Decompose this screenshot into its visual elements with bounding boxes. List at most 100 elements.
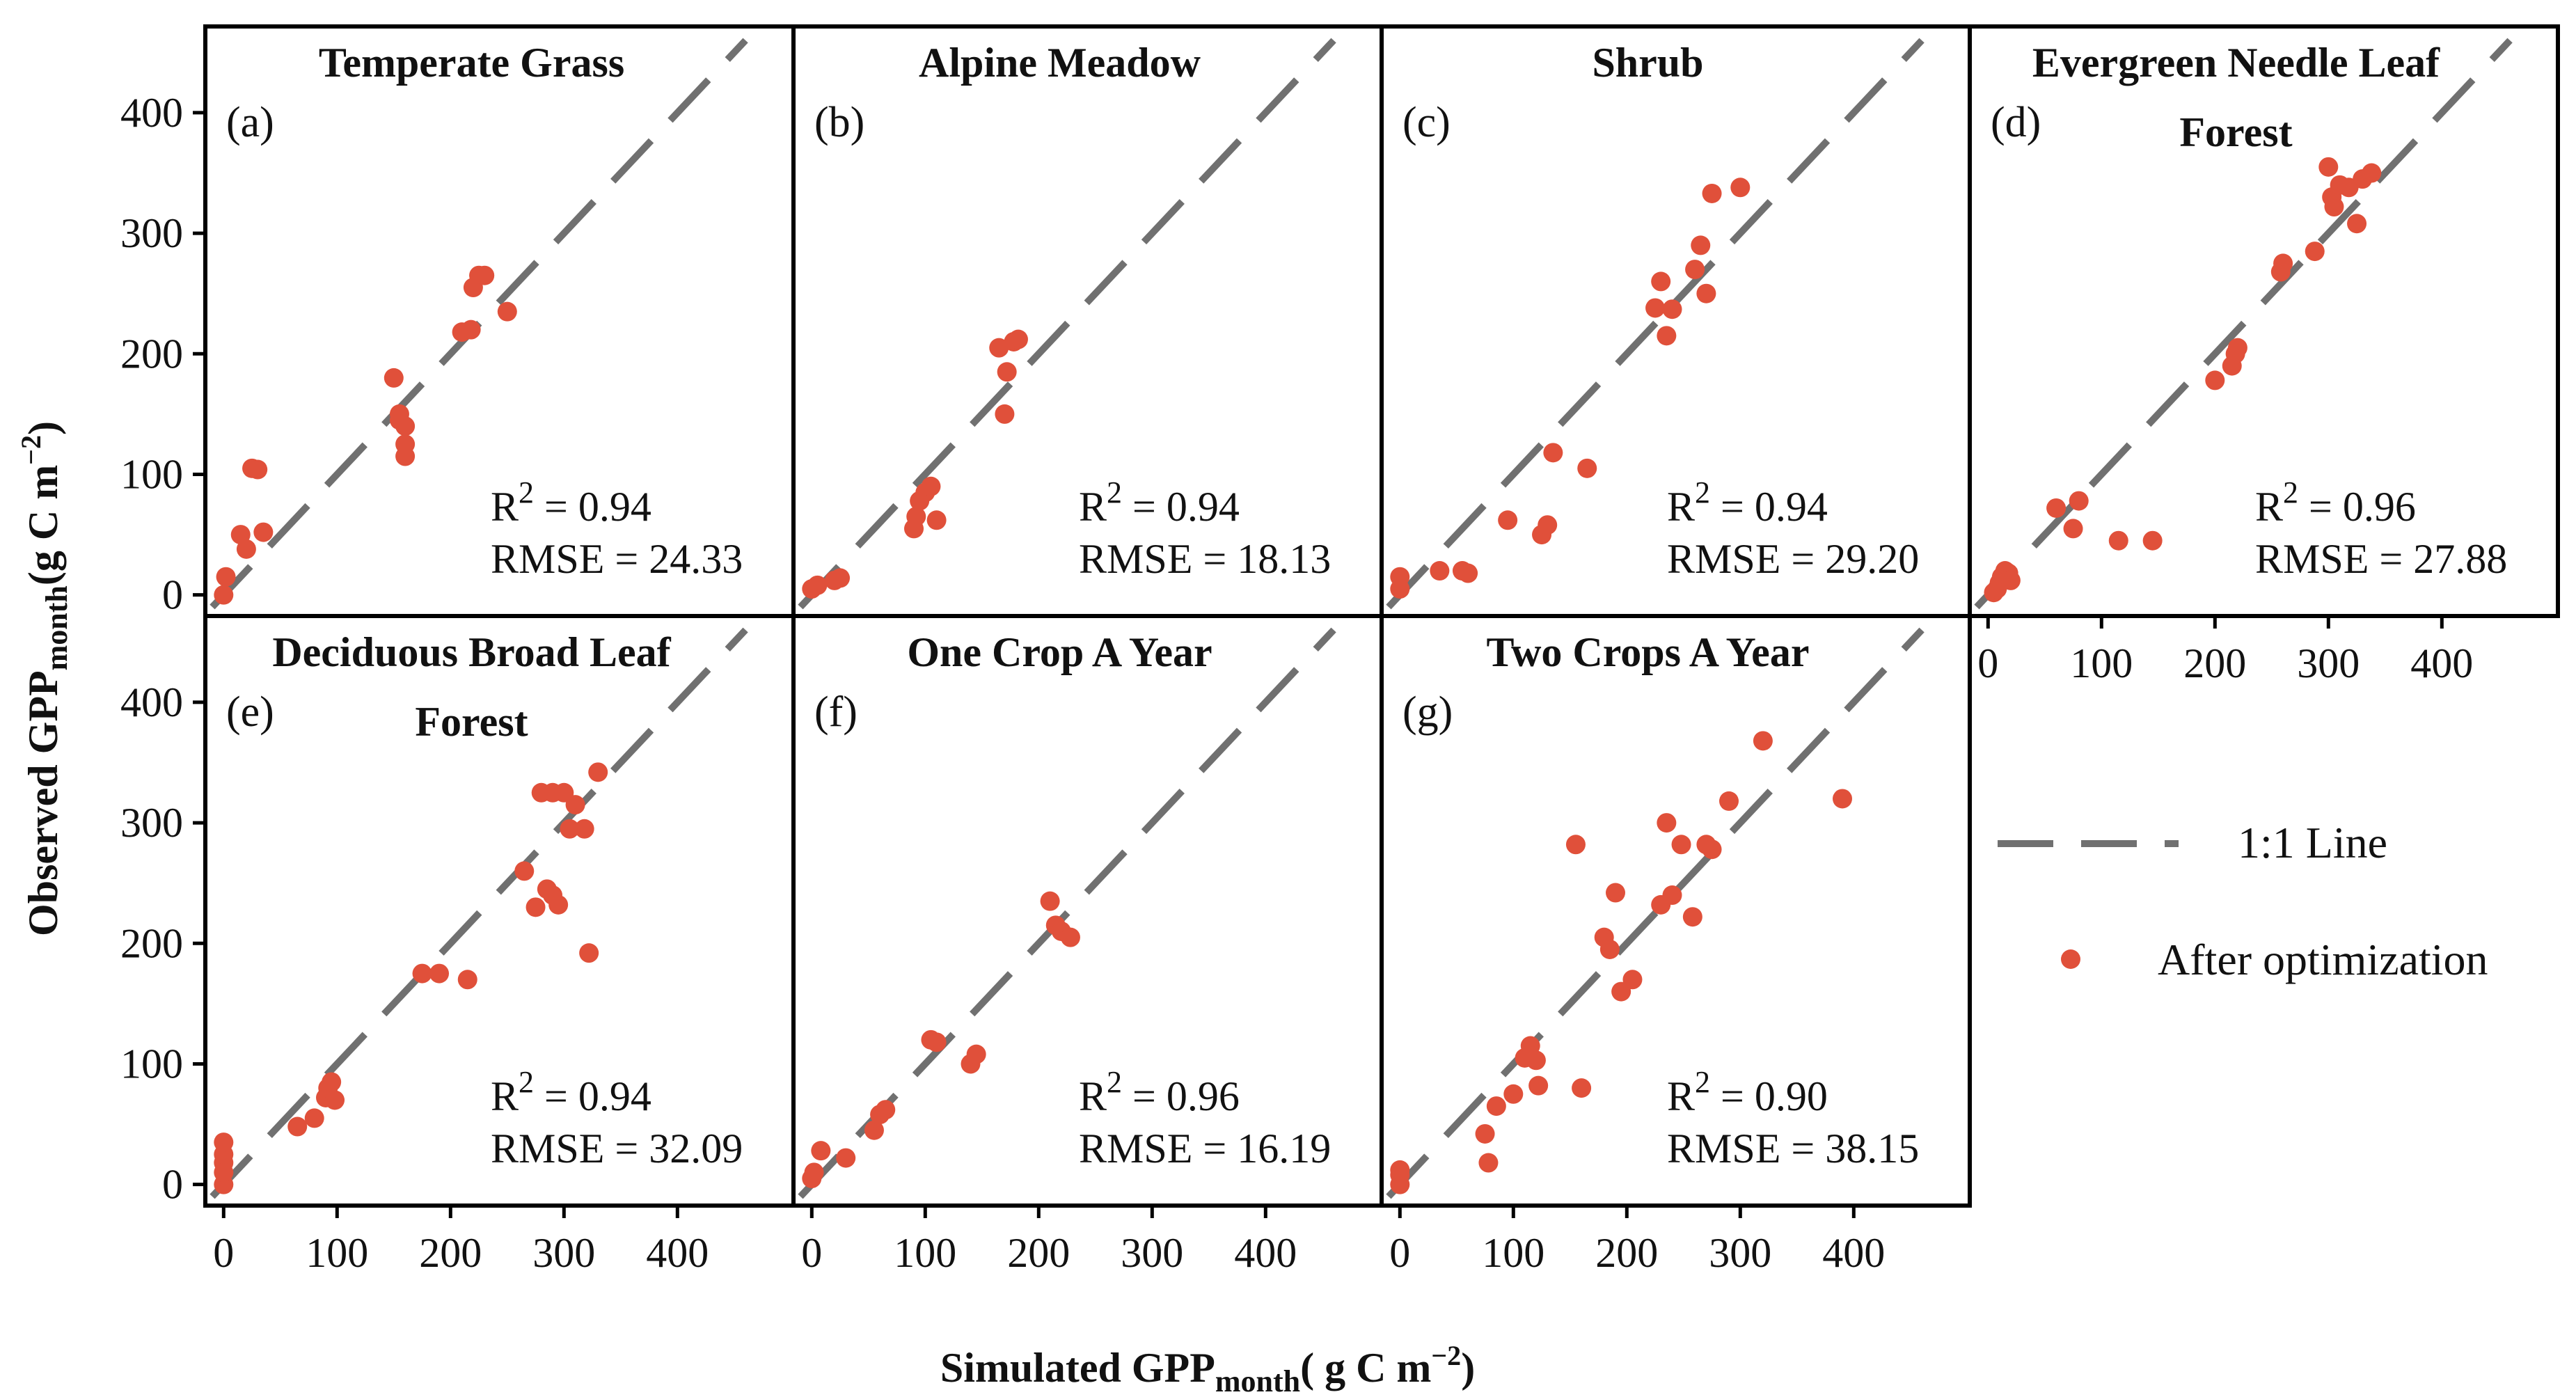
panel-letter: (d) (1991, 99, 2041, 146)
data-point (2046, 498, 2067, 518)
data-point (2227, 338, 2247, 358)
r2-label: R2 = 0.94 (491, 475, 651, 530)
x-tick-label: 300 (2297, 640, 2360, 686)
panel-title: Forest (415, 699, 528, 745)
x-tick-label: 300 (1121, 1230, 1183, 1276)
data-point (2063, 519, 2083, 539)
data-point (560, 819, 580, 839)
x-tick-label: 0 (1977, 640, 1998, 686)
rmse-label: RMSE = 24.33 (491, 536, 743, 582)
data-point (1702, 839, 1722, 860)
data-point (457, 970, 477, 990)
data-point (1651, 271, 1671, 292)
data-point (574, 819, 594, 839)
panel-title: Forest (2179, 109, 2292, 155)
data-point (1577, 458, 1597, 478)
data-point (1478, 1153, 1499, 1173)
data-point (906, 507, 926, 527)
data-point (322, 1072, 342, 1092)
data-point (1662, 299, 1682, 319)
data-point (1685, 260, 1705, 280)
data-point (2362, 163, 2382, 183)
data-point (287, 1116, 308, 1137)
legend-point-label: After optimization (2158, 935, 2488, 984)
panel-e: Deciduous Broad Leaf Forest (e) R2 = 0.94 RM… (120, 614, 796, 1276)
data-point (1662, 885, 1682, 906)
data-point (997, 362, 1017, 382)
data-point (429, 963, 449, 984)
x-tick-label: 200 (419, 1230, 482, 1276)
data-point (1486, 1096, 1506, 1116)
svg-text:Observed GPPmonth(g C m−2): Observed GPPmonth(g C m−2) (15, 421, 74, 936)
data-point (1696, 283, 1716, 303)
panel-title: Evergreen Needle Leaf (2032, 40, 2440, 86)
data-point (830, 568, 851, 588)
panels: Temperate Grass (a) R2 = 0.94 RMSE = 24.33 0… (120, 24, 2560, 1276)
x-tick-label: 400 (1822, 1230, 1885, 1276)
data-point (497, 301, 517, 322)
data-point (565, 795, 585, 815)
panel-f: One Crop A Year (f) R2 = 0.96 RMSE = 16.19 0… (791, 614, 1384, 1276)
data-point (216, 567, 236, 587)
data-point (807, 575, 828, 595)
data-point (966, 1044, 986, 1064)
panel-frame (1968, 24, 2560, 618)
data-point (475, 265, 495, 285)
panel-g: Two Crops A Year (g) R2 = 0.90 RMSE = 38.15… (1380, 614, 1972, 1276)
data-point (811, 1141, 831, 1161)
legend: 1:1 Line After optimization (1998, 818, 2488, 984)
x-tick-label: 400 (2410, 640, 2473, 686)
r2-label: R2 = 0.94 (491, 1065, 651, 1119)
data-point (384, 368, 404, 388)
data-point (989, 338, 1009, 358)
rmse-label: RMSE = 38.15 (1667, 1126, 1919, 1171)
data-point (1543, 443, 1563, 463)
y-tick-label: 0 (162, 572, 183, 618)
y-tick-label: 300 (120, 210, 183, 256)
r2-label: R2 = 0.94 (1079, 475, 1240, 530)
data-point (514, 861, 535, 881)
data-point (236, 539, 256, 559)
data-point (2305, 242, 2325, 262)
x-axis-label: Simulated GPPmonth( g C m−2) (940, 1340, 1475, 1397)
panel-letter: (a) (226, 99, 274, 146)
y-tick-label: 100 (120, 451, 183, 497)
one-to-one-line (210, 627, 748, 1199)
r2-label: R2 = 0.90 (1667, 1065, 1828, 1119)
x-tick-label: 0 (213, 1230, 234, 1276)
y-tick-label: 400 (120, 90, 183, 136)
r2-label: R2 = 0.94 (1667, 475, 1828, 530)
data-point (1753, 731, 1773, 751)
x-tick-label: 100 (894, 1230, 956, 1276)
one-to-one-line (1386, 627, 1925, 1199)
data-point (1645, 298, 1666, 318)
legend-line-label: 1:1 Line (2238, 818, 2387, 867)
rmse-label: RMSE = 18.13 (1079, 536, 1331, 582)
y-tick-label: 200 (120, 920, 183, 966)
x-tick-label: 300 (532, 1230, 595, 1276)
data-point (2069, 491, 2089, 511)
data-point (1008, 329, 1028, 349)
data-point (1538, 515, 1558, 535)
data-point (1390, 1160, 1410, 1180)
data-point (995, 404, 1015, 424)
y-tick-label: 100 (120, 1041, 183, 1087)
data-point (1691, 235, 1711, 255)
y-tick-label: 400 (120, 679, 183, 725)
data-point (1528, 1075, 1549, 1096)
data-point (1606, 883, 1625, 903)
rmse-label: RMSE = 16.19 (1079, 1126, 1331, 1171)
panel-letter: (f) (814, 688, 858, 736)
data-point (804, 1162, 824, 1183)
data-point (1657, 813, 1677, 833)
data-point (548, 894, 569, 915)
data-point (1833, 789, 1852, 809)
one-to-one-line (1386, 38, 1925, 610)
data-point (2324, 197, 2344, 217)
x-tick-label: 0 (1389, 1230, 1410, 1276)
data-point (389, 404, 409, 424)
data-point (1458, 563, 1478, 583)
x-tick-label: 100 (306, 1230, 368, 1276)
x-tick-label: 200 (1595, 1230, 1658, 1276)
data-point (2000, 570, 2021, 590)
